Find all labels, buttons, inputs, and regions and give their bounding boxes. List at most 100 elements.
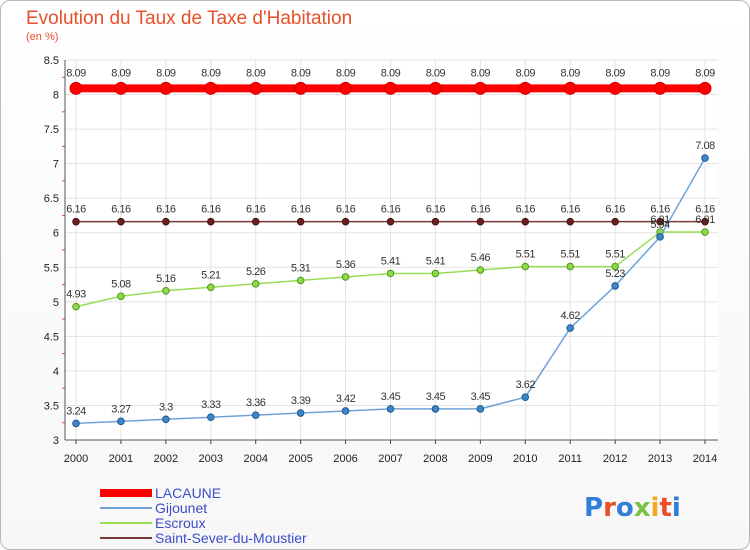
data-label: 8.09 (156, 67, 176, 79)
data-point (206, 217, 215, 226)
data-point (476, 266, 485, 274)
x-tick-label: 2006 (333, 453, 357, 465)
data-point (386, 217, 395, 226)
data-point (521, 217, 530, 226)
data-label: 7.08 (695, 140, 715, 152)
data-point (251, 217, 260, 226)
legend: LACAUNEGijounetEscrouxSaint-Sever-du-Mou… (100, 485, 307, 546)
data-label: 5.51 (605, 249, 625, 261)
data-label: 3.62 (516, 379, 536, 391)
series-lines (69, 81, 712, 428)
data-point (296, 276, 305, 285)
data-label: 3.45 (381, 391, 401, 403)
x-tick-label: 2000 (64, 453, 88, 465)
data-point (162, 415, 170, 424)
x-tick-label: 2010 (513, 453, 537, 465)
data-label: 8.09 (516, 67, 536, 79)
data-point (518, 81, 532, 95)
data-label: 8.09 (291, 67, 311, 79)
x-tick-label: 2013 (648, 453, 672, 465)
legend-label: Gijounet (155, 500, 207, 516)
data-label: 8.09 (246, 67, 266, 79)
data-point (69, 81, 83, 95)
data-point (476, 405, 485, 413)
data-label: 6.16 (291, 204, 311, 216)
data-point (204, 81, 218, 95)
data-point (566, 324, 575, 332)
data-point (566, 217, 575, 226)
x-tick-label: 2008 (423, 453, 447, 465)
legend-label: Escroux (155, 515, 206, 531)
data-label: 6.16 (381, 204, 401, 216)
x-tick-label: 2001 (109, 453, 133, 465)
x-tick-label: 2014 (693, 453, 717, 465)
data-point (296, 409, 305, 417)
plot-background (65, 60, 718, 440)
data-label: 5.46 (471, 252, 491, 264)
x-tick-label: 2003 (199, 453, 223, 465)
data-point (206, 413, 215, 422)
data-label: 3.24 (66, 405, 86, 417)
data-label: 5.41 (426, 255, 446, 267)
data-point (159, 81, 173, 95)
chart-subtitle: (en %) (26, 31, 58, 43)
data-point (249, 81, 263, 95)
data-point (521, 393, 530, 401)
data-label: 6.01 (650, 214, 670, 226)
data-point (521, 262, 530, 271)
x-tick-label: 2005 (288, 453, 312, 465)
data-label: 6.16 (426, 204, 446, 216)
data-point (341, 217, 350, 226)
data-point (72, 217, 80, 226)
data-label: 4.93 (66, 289, 86, 301)
data-label: 6.16 (246, 204, 266, 216)
data-point (566, 262, 575, 271)
data-label: 8.09 (66, 67, 86, 79)
data-label: 6.01 (695, 214, 715, 226)
y-tick-label: 6 (53, 228, 59, 240)
data-label: 6.16 (516, 204, 536, 216)
data-point (72, 419, 80, 428)
data-label: 6.16 (605, 204, 625, 216)
data-label: 5.41 (381, 255, 401, 267)
data-label: 6.16 (201, 204, 221, 216)
data-point (117, 292, 125, 301)
data-label: 8.09 (381, 67, 401, 79)
y-tick-label: 8.5 (44, 55, 59, 67)
y-tick-label: 5.5 (44, 262, 59, 274)
data-label: 6.16 (111, 204, 131, 216)
y-tick-label: 3 (53, 435, 59, 447)
data-point (701, 228, 709, 236)
data-point (563, 81, 577, 95)
data-label: 6.16 (695, 204, 715, 216)
data-point (611, 262, 619, 271)
data-point (473, 81, 487, 95)
data-label: 8.09 (471, 67, 491, 79)
y-tick-label: 8 (53, 90, 59, 102)
data-point (431, 269, 440, 278)
data-point (698, 81, 712, 95)
y-tick-label: 6.5 (44, 193, 59, 205)
data-label: 3.45 (426, 391, 446, 403)
data-label: 5.31 (291, 262, 311, 274)
data-point (296, 217, 305, 226)
axes: 3 3.5 4 4.5 5 5.5 6 6.5 7 7.5 8 8.5 2000 2001 2002 2003… (44, 55, 718, 465)
legend-label: LACAUNE (155, 485, 221, 501)
y-tick-label: 7 (53, 159, 59, 171)
data-label: 8.09 (695, 67, 715, 79)
data-label: 5.26 (246, 266, 266, 278)
data-point (251, 411, 260, 419)
data-labels: 8.09 8.09 8.09 8.09 8.09 8.09 8.09 8.09 8.09 8.09… (66, 67, 715, 417)
plot-area (65, 60, 718, 440)
grid (65, 59, 718, 441)
data-point (162, 217, 170, 226)
data-label: 6.16 (156, 204, 176, 216)
y-tick-label: 3.5 (44, 400, 59, 412)
legend-label: Saint-Sever-du-Moustier (155, 530, 307, 546)
data-point (431, 405, 440, 413)
logo-text: Proxiti (584, 493, 681, 523)
data-label: 5.16 (156, 273, 176, 285)
data-label: 5.51 (516, 249, 536, 261)
x-tick-label: 2007 (378, 453, 402, 465)
